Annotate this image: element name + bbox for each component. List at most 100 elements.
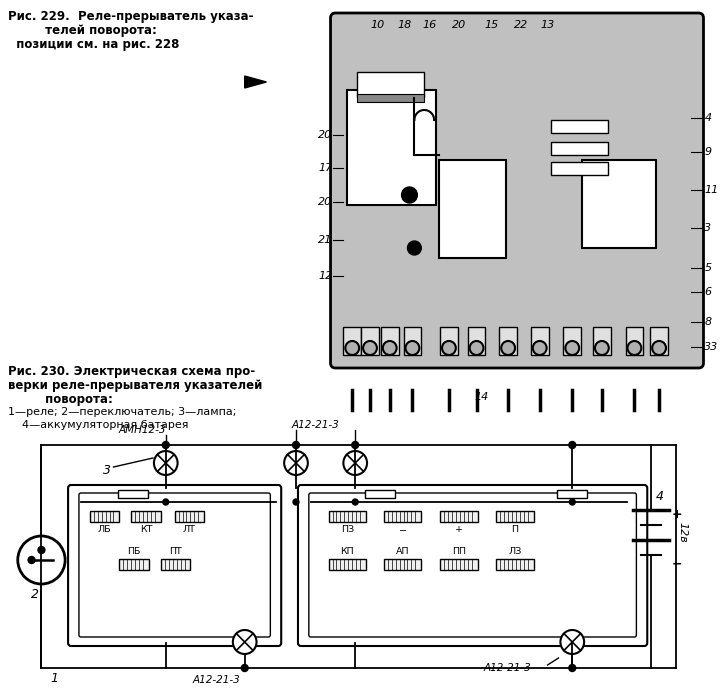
Bar	[357, 94, 424, 102]
Text: П: П	[511, 525, 518, 534]
Text: АП: АП	[396, 547, 409, 556]
Bar	[499, 327, 517, 355]
Circle shape	[284, 451, 308, 475]
Circle shape	[408, 241, 421, 255]
Circle shape	[569, 664, 576, 671]
Text: 21: 21	[318, 235, 333, 245]
Bar	[440, 559, 477, 570]
Bar	[131, 511, 161, 522]
Text: Рис. 229.  Реле-прерыватель указа-: Рис. 229. Реле-прерыватель указа-	[8, 10, 253, 23]
Bar	[365, 490, 395, 498]
Circle shape	[163, 499, 168, 505]
Bar	[496, 511, 534, 522]
Bar	[120, 559, 149, 570]
Circle shape	[18, 536, 65, 584]
Bar	[551, 162, 608, 175]
Text: позиции см. на рис. 228: позиции см. на рис. 228	[8, 38, 179, 51]
Bar	[531, 327, 549, 355]
Bar	[468, 327, 485, 355]
Circle shape	[442, 341, 456, 355]
Text: 22: 22	[514, 20, 528, 30]
Bar	[626, 327, 643, 355]
Text: КТ: КТ	[140, 525, 152, 534]
Circle shape	[533, 341, 546, 355]
Bar	[90, 511, 120, 522]
Circle shape	[28, 557, 35, 564]
Text: 15: 15	[485, 20, 498, 30]
Circle shape	[595, 341, 609, 355]
Text: +: +	[455, 525, 463, 534]
Text: 4: 4	[656, 489, 664, 502]
Text: А12-21-3: А12-21-3	[483, 663, 531, 673]
Text: 17: 17	[318, 163, 333, 173]
Bar	[343, 327, 361, 355]
Text: −: −	[672, 558, 683, 571]
Circle shape	[293, 499, 299, 505]
Circle shape	[352, 442, 359, 448]
Circle shape	[292, 442, 300, 448]
Bar	[403, 327, 421, 355]
Text: 14: 14	[474, 392, 489, 402]
Text: 3: 3	[704, 223, 711, 233]
FancyBboxPatch shape	[330, 13, 703, 368]
Text: 20: 20	[451, 20, 466, 30]
Bar	[496, 559, 534, 570]
Circle shape	[346, 341, 359, 355]
Text: 13: 13	[541, 20, 554, 30]
Bar	[440, 511, 477, 522]
FancyBboxPatch shape	[298, 485, 647, 646]
Text: 3: 3	[102, 464, 111, 477]
Text: ЛТ: ЛТ	[183, 525, 196, 534]
Circle shape	[38, 546, 45, 553]
Bar	[650, 327, 668, 355]
Circle shape	[343, 451, 367, 475]
Text: +: +	[672, 508, 683, 521]
FancyBboxPatch shape	[79, 493, 270, 637]
Bar	[175, 511, 204, 522]
Text: Рис. 230. Электрическая схема про-: Рис. 230. Электрическая схема про-	[8, 365, 255, 378]
Circle shape	[469, 341, 483, 355]
FancyBboxPatch shape	[68, 485, 282, 646]
Bar	[328, 511, 366, 522]
Text: ПБ: ПБ	[127, 547, 141, 556]
Circle shape	[405, 341, 419, 355]
Text: КП: КП	[341, 547, 354, 556]
Polygon shape	[245, 76, 266, 88]
Text: А12-21-3: А12-21-3	[292, 420, 340, 430]
Bar	[439, 160, 506, 258]
Bar	[361, 327, 379, 355]
Text: 9: 9	[704, 147, 711, 157]
Bar	[357, 72, 424, 97]
Text: 18: 18	[397, 20, 412, 30]
Bar	[384, 559, 421, 570]
Circle shape	[233, 630, 256, 654]
Text: 2: 2	[30, 589, 39, 602]
Bar	[582, 160, 656, 248]
Text: 10: 10	[371, 20, 385, 30]
Circle shape	[352, 499, 358, 505]
Bar	[563, 327, 581, 355]
Bar	[381, 327, 399, 355]
Text: −: −	[399, 525, 407, 534]
Circle shape	[565, 341, 579, 355]
Text: ПТ: ПТ	[169, 547, 182, 556]
Text: 20: 20	[318, 130, 333, 140]
Text: 1—реле; 2—переключатель; 3—лампа;: 1—реле; 2—переключатель; 3—лампа;	[8, 407, 236, 417]
Text: верки реле-прерывателя указателей: верки реле-прерывателя указателей	[8, 379, 262, 392]
Text: АМН12-3: АМН12-3	[118, 425, 166, 435]
Circle shape	[241, 664, 248, 671]
Bar	[440, 327, 458, 355]
Circle shape	[501, 341, 515, 355]
Circle shape	[363, 341, 377, 355]
Bar	[384, 511, 421, 522]
Text: 6: 6	[704, 287, 711, 297]
Circle shape	[560, 630, 584, 654]
Text: ПЗ: ПЗ	[341, 525, 354, 534]
Text: поворота:: поворота:	[8, 393, 113, 406]
Circle shape	[652, 341, 666, 355]
Bar	[593, 327, 611, 355]
Text: 8: 8	[704, 317, 711, 327]
Circle shape	[628, 341, 642, 355]
Bar	[551, 120, 608, 133]
Text: 16: 16	[422, 20, 436, 30]
